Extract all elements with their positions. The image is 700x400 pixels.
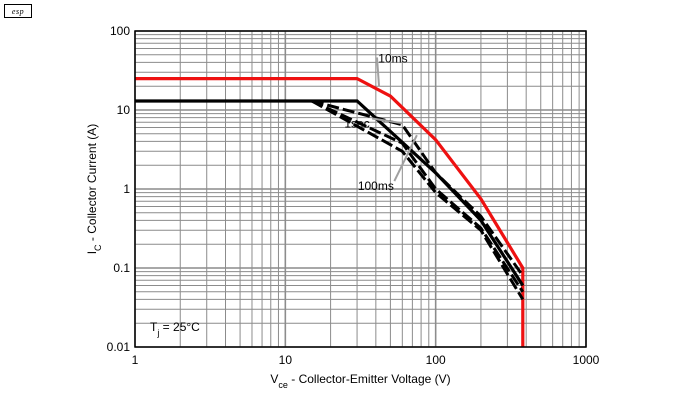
y-axis-label-sub: C — [93, 244, 103, 251]
series-line-10ms — [135, 76, 525, 347]
y-axis-label-main: I — [85, 251, 99, 254]
annotation-leader-line — [371, 117, 403, 125]
annotation-label: 10ms — [378, 51, 407, 65]
esp-logo: esp — [4, 4, 32, 18]
temperature-note-sub: j — [156, 328, 159, 338]
annotation-label: 1sec — [344, 117, 369, 131]
temperature-note: Tj = 25°C — [150, 320, 200, 338]
y-tick-label: 0.1 — [113, 261, 130, 275]
y-tick-label: 1 — [123, 182, 130, 196]
esp-logo-text: esp — [11, 6, 25, 16]
series-line-black-3 — [311, 99, 525, 293]
x-tick-label: 1000 — [573, 353, 600, 367]
y-axis-label: IC - Collector Current (A) — [85, 124, 103, 255]
x-axis-label-main: V — [270, 372, 278, 386]
x-tick-label: 1 — [132, 353, 139, 367]
annotation-layer: 10ms 1sec 100ms — [344, 51, 418, 193]
series-line-black-4 — [311, 99, 525, 301]
temperature-note-rest: = 25°C — [159, 320, 200, 334]
y-tick-label: 0.01 — [107, 340, 131, 354]
x-tick-label: 100 — [426, 353, 446, 367]
y-tick-label: 10 — [117, 103, 131, 117]
series-line-black-2 — [311, 99, 525, 277]
series-line-black-1 — [135, 99, 525, 287]
y-axis-label-rest: - Collector Current (A) — [85, 124, 99, 245]
plot-frame — [134, 30, 587, 348]
tick-labels: 1 10 100 1000 0.01 0.1 1 10 100 — [107, 24, 600, 367]
series-layer — [135, 76, 525, 347]
temperature-note-main: T — [150, 320, 158, 334]
annotation-leader-line — [393, 134, 418, 182]
x-tick-label: 10 — [279, 353, 293, 367]
annotation-leader-line — [375, 57, 381, 87]
x-axis-label-rest: - Collector-Emitter Voltage (V) — [288, 372, 451, 386]
y-tick-label: 100 — [110, 24, 130, 38]
annotation-label: 100ms — [358, 179, 394, 193]
x-axis-label: Vce - Collector-Emitter Voltage (V) — [270, 372, 450, 390]
x-axis-label-sub: ce — [278, 380, 288, 390]
